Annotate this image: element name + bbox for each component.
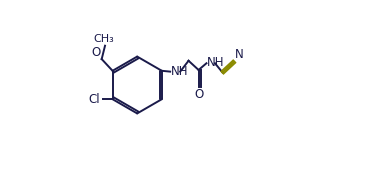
Text: Cl: Cl	[88, 93, 100, 106]
Text: N: N	[235, 48, 244, 61]
Text: O: O	[195, 88, 204, 101]
Text: NH: NH	[171, 65, 189, 79]
Text: CH₃: CH₃	[94, 34, 114, 44]
Text: NH: NH	[207, 56, 225, 69]
Text: O: O	[92, 46, 101, 59]
